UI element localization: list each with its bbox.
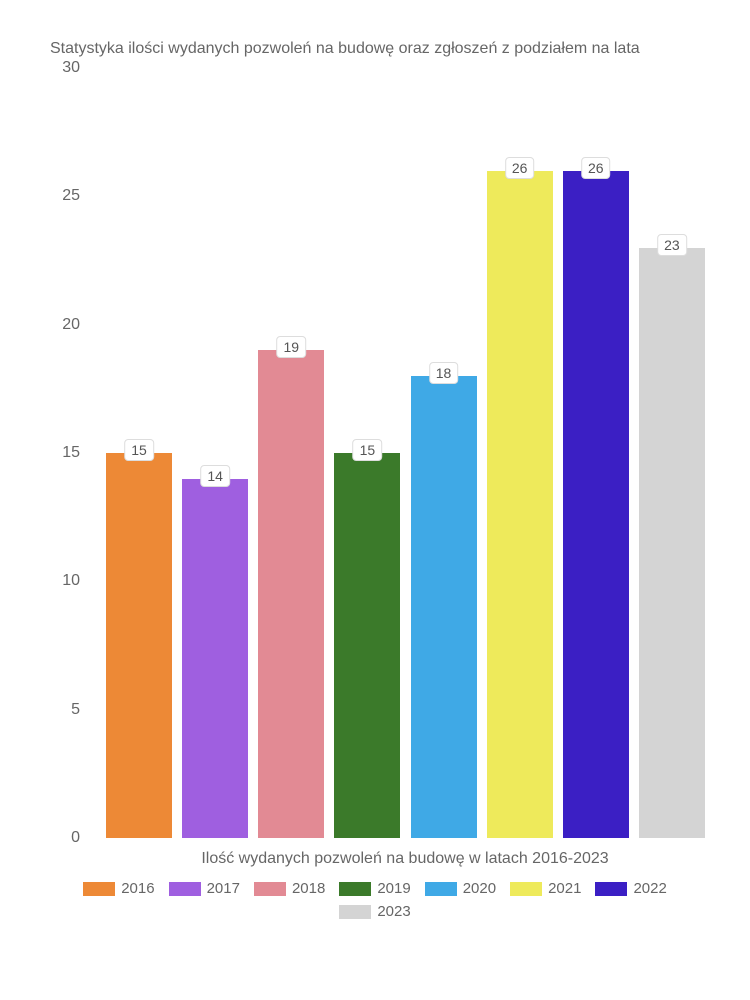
y-tick: 0 bbox=[71, 829, 80, 847]
y-tick: 5 bbox=[71, 701, 80, 719]
bar-value-label: 19 bbox=[277, 336, 307, 358]
bar-wrap: 14 bbox=[177, 68, 253, 838]
bar-2021: 26 bbox=[487, 171, 553, 838]
bar-value-label: 15 bbox=[353, 439, 383, 461]
y-tick: 10 bbox=[62, 572, 80, 590]
bar-2016: 15 bbox=[106, 453, 172, 838]
legend-item-2017: 2017 bbox=[169, 880, 240, 897]
legend-swatch bbox=[425, 882, 457, 896]
legend: 2016 2017 2018 2019 2020 2021 2022 2023 bbox=[30, 880, 720, 920]
legend-label: 2016 bbox=[121, 880, 154, 897]
bar-wrap: 23 bbox=[634, 68, 710, 838]
bar-value-label: 18 bbox=[429, 362, 459, 384]
bar-wrap: 15 bbox=[101, 68, 177, 838]
legend-label: 2020 bbox=[463, 880, 496, 897]
y-tick: 20 bbox=[62, 316, 80, 334]
bar-2017: 14 bbox=[182, 479, 248, 838]
bar-wrap: 26 bbox=[482, 68, 558, 838]
bar-value-label: 26 bbox=[505, 157, 535, 179]
bar-value-label: 26 bbox=[581, 157, 611, 179]
chart-area: 051015202530 1514191518262623 bbox=[30, 68, 720, 838]
legend-label: 2018 bbox=[292, 880, 325, 897]
legend-item-2016: 2016 bbox=[83, 880, 154, 897]
bar-wrap: 26 bbox=[558, 68, 634, 838]
bar-2018: 19 bbox=[258, 350, 324, 838]
plot-area: 1514191518262623 bbox=[90, 68, 720, 838]
bar-2023: 23 bbox=[639, 248, 705, 838]
legend-swatch bbox=[339, 882, 371, 896]
legend-label: 2019 bbox=[377, 880, 410, 897]
legend-item-2018: 2018 bbox=[254, 880, 325, 897]
bar-value-label: 15 bbox=[124, 439, 154, 461]
y-tick: 15 bbox=[62, 444, 80, 462]
legend-label: 2023 bbox=[377, 903, 410, 920]
legend-item-2023: 2023 bbox=[339, 903, 410, 920]
legend-item-2022: 2022 bbox=[595, 880, 666, 897]
bar-wrap: 19 bbox=[253, 68, 329, 838]
legend-swatch bbox=[595, 882, 627, 896]
legend-label: 2022 bbox=[633, 880, 666, 897]
legend-swatch bbox=[339, 905, 371, 919]
legend-item-2019: 2019 bbox=[339, 880, 410, 897]
bar-value-label: 23 bbox=[657, 234, 687, 256]
bar-wrap: 18 bbox=[406, 68, 482, 838]
bars-container: 1514191518262623 bbox=[91, 68, 720, 838]
legend-swatch bbox=[169, 882, 201, 896]
bar-value-label: 14 bbox=[200, 465, 230, 487]
y-axis: 051015202530 bbox=[30, 68, 90, 838]
legend-item-2021: 2021 bbox=[510, 880, 581, 897]
bar-2022: 26 bbox=[563, 171, 629, 838]
bar-wrap: 15 bbox=[329, 68, 405, 838]
legend-item-2020: 2020 bbox=[425, 880, 496, 897]
x-axis-label: Ilość wydanych pozwoleń na budowę w lata… bbox=[30, 850, 720, 868]
y-tick: 25 bbox=[62, 187, 80, 205]
legend-label: 2017 bbox=[207, 880, 240, 897]
bar-2019: 15 bbox=[334, 453, 400, 838]
legend-label: 2021 bbox=[548, 880, 581, 897]
legend-swatch bbox=[83, 882, 115, 896]
legend-swatch bbox=[254, 882, 286, 896]
y-tick: 30 bbox=[62, 59, 80, 77]
legend-swatch bbox=[510, 882, 542, 896]
chart-title: Statystyka ilości wydanych pozwoleń na b… bbox=[30, 40, 720, 58]
bar-2020: 18 bbox=[411, 376, 477, 838]
